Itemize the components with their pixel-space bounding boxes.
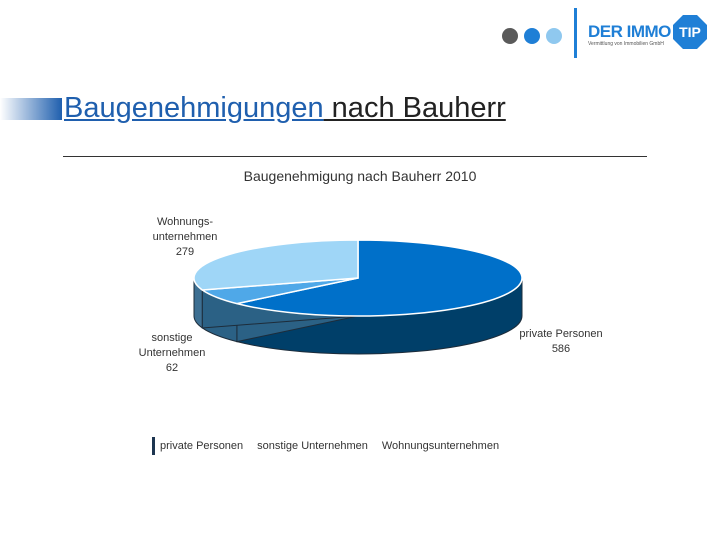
legend-swatch	[152, 437, 155, 455]
legend-item: Wohnungsunternehmen	[374, 437, 499, 455]
logo-name: DER IMMO	[588, 22, 671, 41]
legend-swatch	[374, 437, 377, 455]
logo-dots	[502, 28, 562, 44]
logo-tagline: Vermittlung von Immobilien GmbH	[588, 41, 664, 47]
slice-label-sonstige-unternehmen: sonstige Unternehmen 62	[112, 331, 232, 376]
slice-label-line: Unternehmen	[138, 347, 206, 359]
slice-private-personen	[236, 239, 523, 317]
logo-divider	[574, 8, 577, 58]
legend-item: private Personen	[152, 437, 243, 455]
slice-label-value: 586	[551, 343, 571, 355]
pie-chart	[193, 239, 523, 355]
slice-wohnungsunternehmen	[193, 239, 359, 291]
title-accent-bar	[0, 98, 62, 120]
legend-label: private Personen	[160, 440, 244, 452]
page-title-part2: nach Bauherr	[323, 92, 506, 124]
logo-badge-icon	[673, 15, 707, 49]
chart-title: Baugenehmigung nach Bauherr 2010	[243, 168, 477, 184]
logo-badge-label: TIP	[679, 24, 701, 40]
slice-label-line: unternehmen	[152, 231, 218, 243]
legend-label: Wohnungsunternehmen	[381, 440, 500, 452]
legend-label: sonstige Unternehmen	[257, 440, 368, 452]
page-title: Baugenehmigungen nach Bauherr	[64, 92, 506, 125]
chart-legend: private Personen sonstige Unternehmen Wo…	[152, 436, 505, 456]
legend-item: sonstige Unternehmen	[249, 437, 368, 455]
slice-label-wohnungsunternehmen: Wohnungs- unternehmen 279	[125, 215, 245, 260]
slice-label-value: 279	[175, 246, 195, 258]
logo-dot-icon	[546, 28, 562, 44]
slice-label-line: sonstige	[151, 332, 193, 344]
title-divider	[63, 156, 647, 157]
slice-label-value: 62	[165, 362, 179, 374]
slice-label-private-personen: private Personen 586	[506, 327, 616, 357]
logo-dot-icon	[524, 28, 540, 44]
logo-dot-icon	[502, 28, 518, 44]
page-title-part1: Baugenehmigungen	[64, 92, 324, 124]
slice-label-line: private Personen	[519, 328, 603, 340]
slice-label-line: Wohnungs-	[156, 216, 214, 228]
legend-swatch	[249, 437, 252, 455]
